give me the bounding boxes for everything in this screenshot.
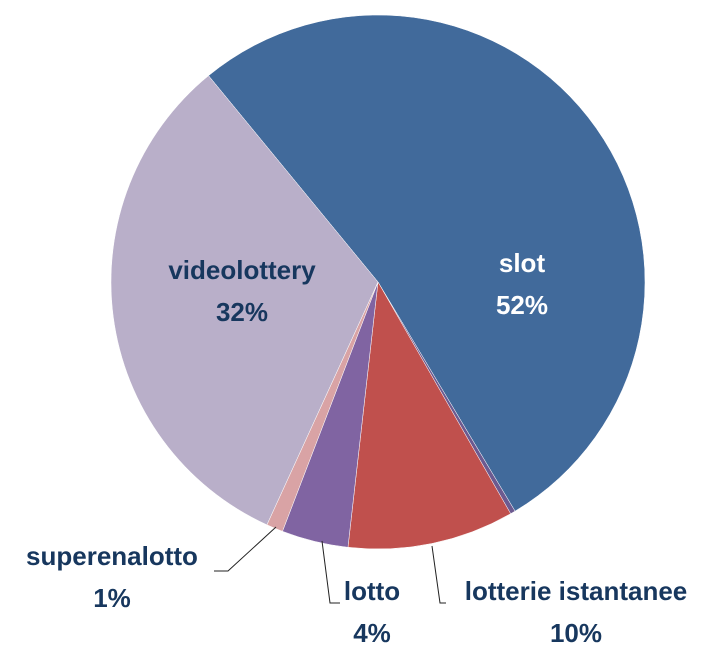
category-label: slot	[499, 248, 546, 278]
leader-line	[214, 526, 277, 572]
pie-slice	[347, 281, 512, 550]
category-label: superenalotto	[26, 541, 198, 571]
leader-line	[321, 540, 340, 604]
category-label: lotto	[344, 576, 400, 606]
value-label: 10%	[550, 618, 602, 648]
category-label: lotterie istantanee	[465, 576, 688, 606]
value-label: 32%	[216, 297, 268, 327]
value-label: 4%	[353, 618, 391, 648]
pie-slice	[208, 14, 646, 512]
category-label: videolottery	[168, 255, 316, 285]
value-label: 52%	[496, 290, 548, 320]
value-label: 1%	[93, 583, 131, 613]
leader-line	[431, 545, 446, 604]
pie	[110, 14, 646, 550]
pie-slice	[110, 75, 379, 526]
